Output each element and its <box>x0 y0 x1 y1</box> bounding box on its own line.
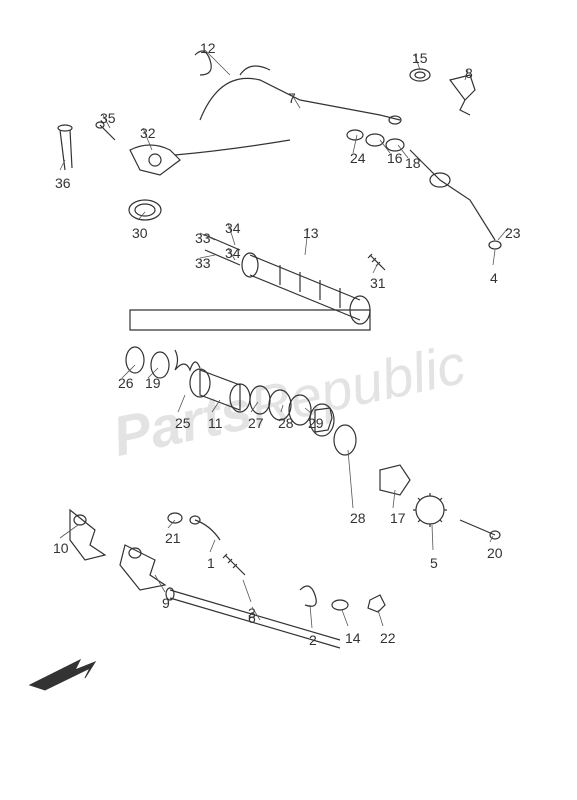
callout-36: 36 <box>55 175 71 191</box>
callout-30: 30 <box>132 225 148 241</box>
callout-24: 24 <box>350 150 366 166</box>
callout-28: 28 <box>350 510 366 526</box>
callout-25: 25 <box>175 415 191 431</box>
callout-31: 31 <box>370 275 386 291</box>
callout-8: 8 <box>465 65 473 81</box>
callout-9: 9 <box>162 595 170 611</box>
callout-11: 11 <box>208 415 223 431</box>
callout-28: 28 <box>278 415 294 431</box>
callout-35: 35 <box>100 110 116 126</box>
callout-2: 2 <box>309 632 317 648</box>
callout-29: 29 <box>308 415 324 431</box>
parts-diagram-container: PartsRepublic <box>0 0 577 800</box>
callout-34: 34 <box>225 220 241 236</box>
callout-17: 17 <box>390 510 406 526</box>
callout-5: 5 <box>430 555 438 571</box>
callout-6: 6 <box>248 610 256 626</box>
callout-15: 15 <box>412 50 428 66</box>
callout-21: 21 <box>165 530 181 546</box>
callout-12: 12 <box>200 40 216 56</box>
callout-4: 4 <box>490 270 498 286</box>
callout-34: 34 <box>225 245 241 261</box>
callout-18: 18 <box>405 155 421 171</box>
callout-32: 32 <box>140 125 156 141</box>
callout-33: 33 <box>195 255 211 271</box>
callout-13: 13 <box>303 225 319 241</box>
callout-26: 26 <box>118 375 134 391</box>
direction-arrow-icon <box>25 640 105 700</box>
callout-7: 7 <box>288 90 296 106</box>
callout-27: 27 <box>248 415 264 431</box>
callout-10: 10 <box>53 540 69 556</box>
callout-14: 14 <box>345 630 361 646</box>
callout-22: 22 <box>380 630 396 646</box>
callout-16: 16 <box>387 150 403 166</box>
callout-23: 23 <box>505 225 521 241</box>
callout-20: 20 <box>487 545 503 561</box>
callout-33: 33 <box>195 230 211 246</box>
callout-19: 19 <box>145 375 161 391</box>
callout-1: 1 <box>207 555 215 571</box>
